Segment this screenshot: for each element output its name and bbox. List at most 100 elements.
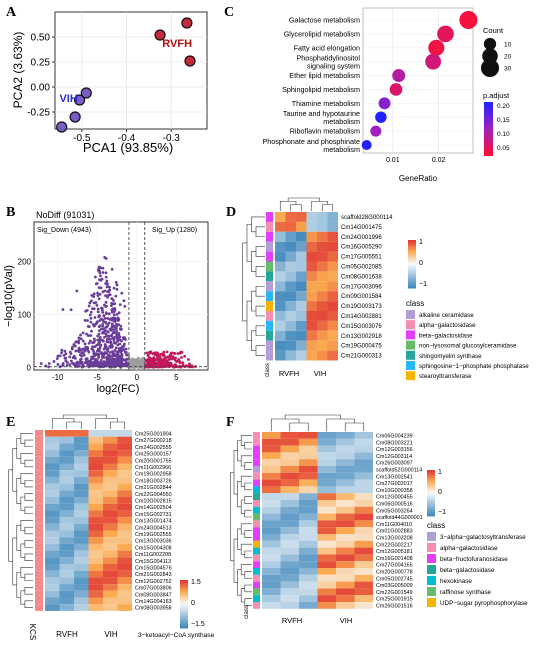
heatmap-cell [299, 534, 318, 541]
heatmap-cell [117, 450, 132, 457]
heatmap-cell [299, 452, 318, 460]
heatmap-cell [103, 517, 118, 524]
volcano-point-up [164, 361, 168, 365]
heatmap-cell [103, 564, 118, 571]
y-tick-label: 0.00 [31, 83, 51, 94]
volcano-point-down [115, 312, 119, 316]
volcano-point-down [60, 348, 64, 352]
heatmap-cell [317, 261, 328, 272]
heatmap-cell [354, 493, 373, 500]
volcano-point-down [105, 351, 109, 355]
class-legend-swatch [427, 565, 436, 574]
heatmap-cell [317, 432, 336, 439]
volcano-point-nodiff [134, 362, 138, 366]
heatmap-cell [275, 231, 286, 242]
heatmap-cell [317, 540, 336, 548]
volcano-point-down [105, 285, 109, 289]
heatmap-cell [103, 597, 118, 605]
color-scale-segment [180, 608, 188, 612]
heatmap-cell [354, 547, 373, 555]
dendrogram-branch [244, 496, 252, 504]
volcano-point-down [102, 339, 105, 343]
heatmap-cell [74, 590, 89, 598]
panel-b-label: B [6, 205, 15, 220]
heatmap-cell [74, 490, 89, 497]
volcano-point-down [96, 310, 100, 314]
heatmap-cell [317, 513, 336, 521]
heatmap-cell [275, 212, 286, 222]
volcano-point-down [86, 334, 90, 337]
volcano-point-down [85, 345, 89, 349]
heatmap-cell [354, 540, 373, 548]
heatmap-cell [74, 476, 89, 484]
dendrogram-branch [244, 598, 252, 606]
row-label: Cm11G002966 [135, 465, 171, 471]
volcano-point-down [95, 282, 99, 285]
heatmap-cell [354, 500, 373, 507]
heatmap-cell [299, 466, 318, 473]
volcano-point-down [97, 269, 100, 272]
volcano-point-down [64, 356, 68, 360]
heatmap-cell [59, 436, 74, 444]
volcano-point-down [101, 311, 105, 314]
volcano-point-down [47, 365, 51, 369]
heatmap-cell [74, 436, 89, 444]
heatmap-cell [88, 456, 103, 464]
heatmap-cell [103, 430, 118, 437]
heatmap-cell [327, 340, 338, 351]
heatmap-cell [74, 503, 89, 511]
class-strip-cell [35, 430, 43, 437]
class-strip-cell [253, 547, 260, 555]
heatmap-cell [88, 470, 103, 477]
color-scale-segment [408, 285, 416, 289]
heatmap-cell [327, 281, 338, 292]
volcano-point-down [101, 290, 105, 294]
heatmap-cell [74, 557, 89, 564]
color-scale-segment [427, 513, 435, 517]
volcano-point-down [115, 283, 119, 287]
color-scale-segment [427, 504, 435, 508]
heatmap-cell [45, 443, 60, 451]
heatmap-cell [317, 452, 336, 460]
heatmap-cell [336, 493, 355, 500]
heatmap-cell [262, 581, 281, 589]
volcano-point-up [156, 356, 160, 360]
class-axis-label-d: class [265, 363, 271, 377]
class-legend-swatch [427, 576, 436, 585]
dendrogram-branch [24, 493, 33, 501]
heatmap-cell [103, 537, 118, 544]
heatmap-cell [336, 438, 355, 446]
row-label: Cm13G002541 [376, 474, 413, 480]
heatmap-cell [354, 527, 373, 534]
row-label: Cm13G001474 [135, 519, 172, 525]
dendrogram-branch [244, 584, 252, 593]
heatmap-cell [45, 430, 60, 437]
color-scale-label: −1.5 [191, 621, 205, 628]
volcano-point-down [122, 358, 125, 362]
heatmap-cell [317, 340, 328, 351]
dendrogram-branch [24, 587, 33, 595]
heatmap-cell [336, 486, 355, 494]
color-scale-label: 1 [419, 239, 423, 246]
volcano-point-down [101, 353, 105, 357]
volcano-point-down [89, 320, 93, 324]
dendrogram-branch [240, 564, 252, 576]
heatmap-cell [45, 543, 60, 551]
volcano-point-down [97, 297, 101, 301]
heatmap-cell [88, 577, 103, 585]
volcano-point-up [150, 364, 154, 368]
column-dendrogram-branch [289, 422, 309, 431]
volcano-point-down [89, 310, 93, 314]
volcano-point-down [83, 361, 87, 364]
heatmap-cell [59, 443, 74, 451]
volcano-point-down [93, 339, 96, 343]
class-strip-cell [266, 330, 273, 341]
heatmap-cell [45, 564, 60, 571]
heatmap-cell [74, 443, 89, 451]
row-label: Cm12G000455 [376, 495, 413, 501]
heatmap-cell [354, 554, 373, 562]
pca-point-vih [73, 94, 86, 106]
heatmap-cell [59, 523, 74, 531]
heatmap-cell [74, 463, 89, 471]
heatmap-cell [354, 588, 373, 596]
